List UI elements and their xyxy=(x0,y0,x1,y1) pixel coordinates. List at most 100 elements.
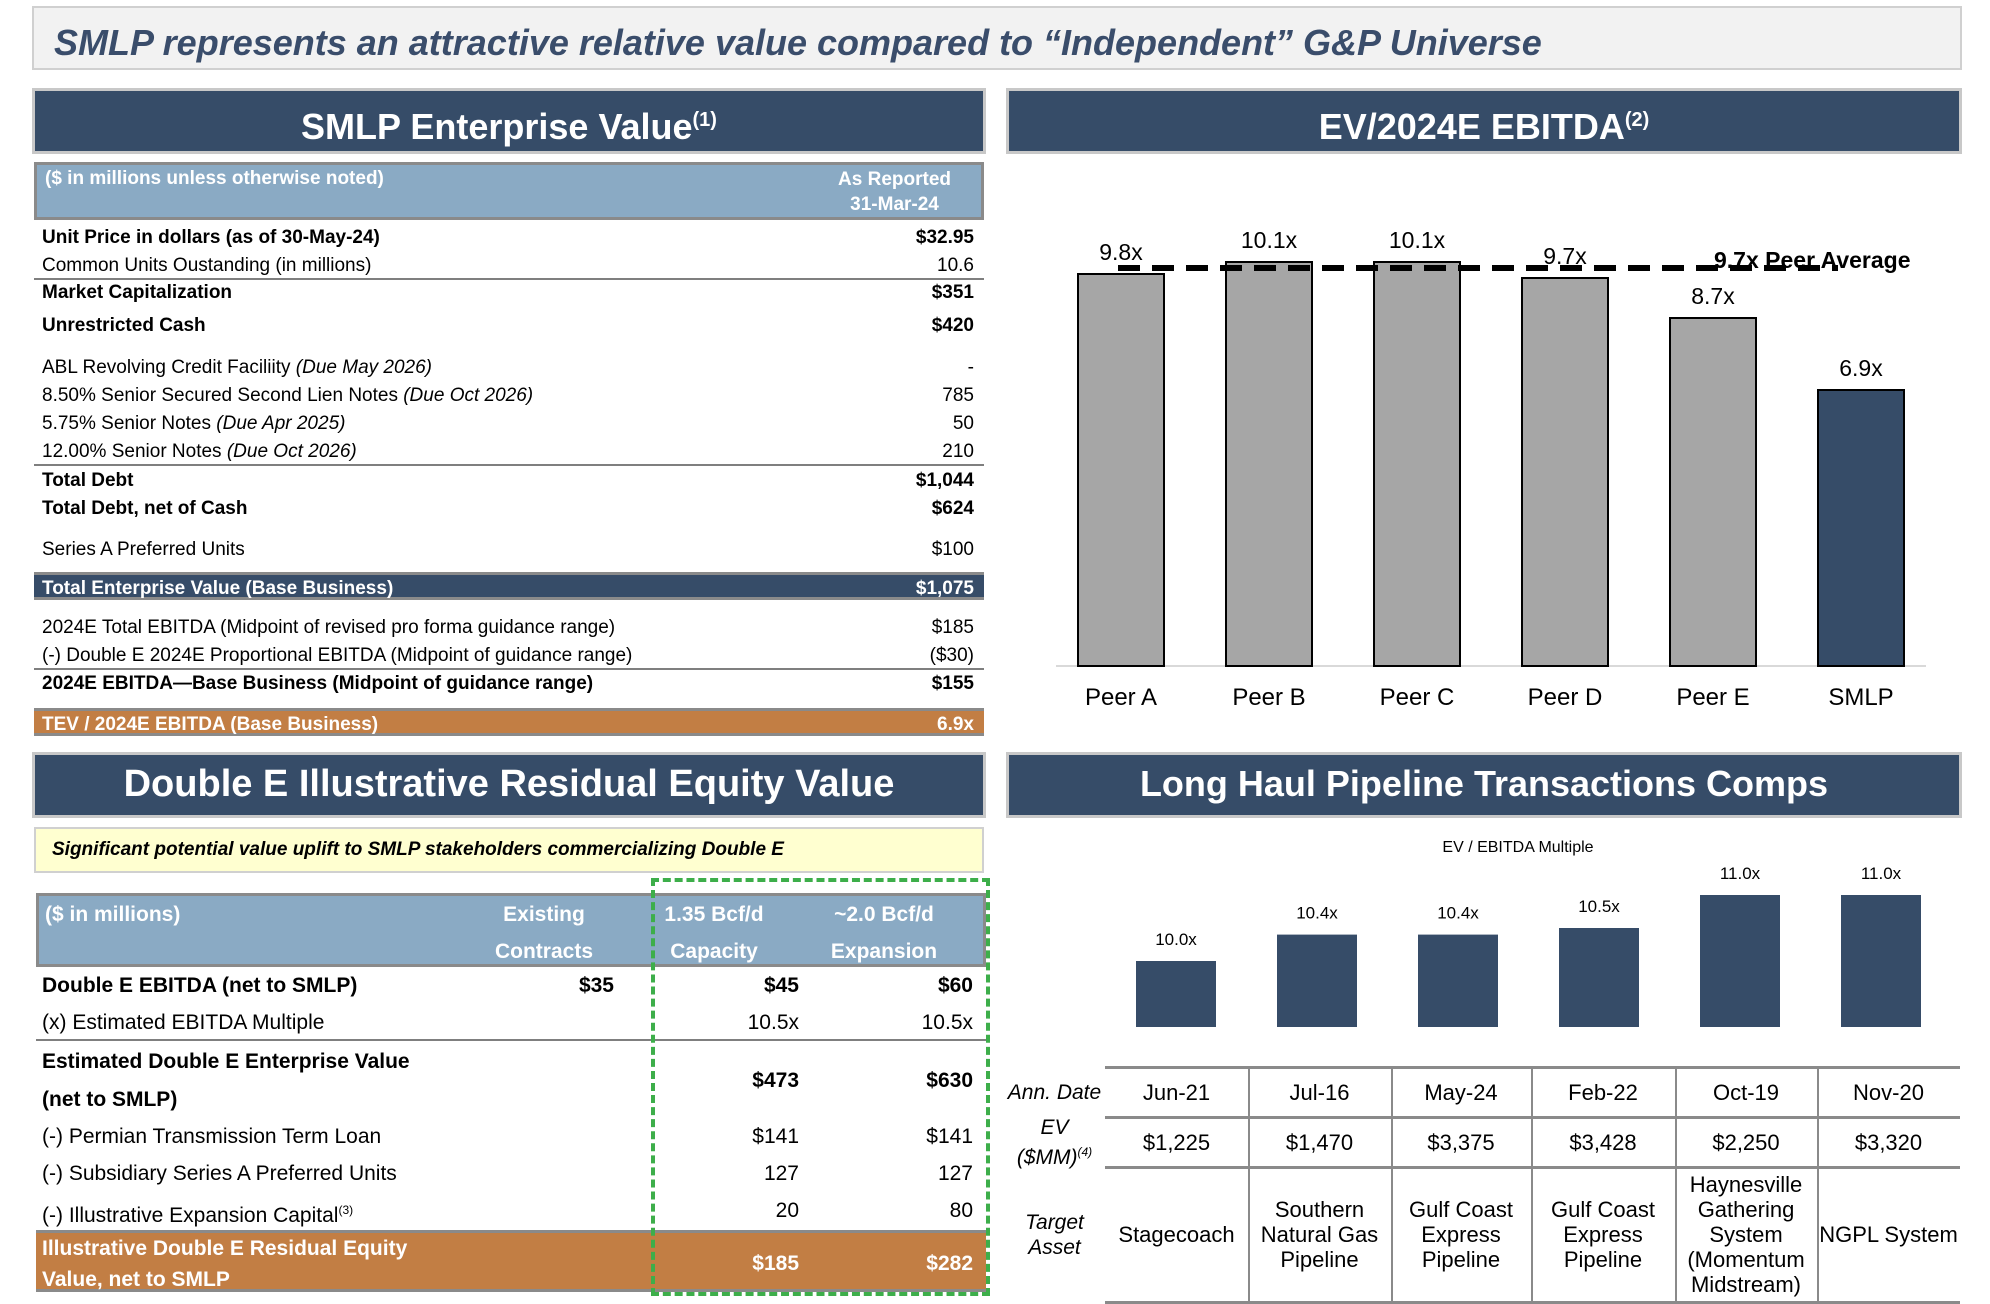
table-row: (-) Illustrative Expansion Capital(3) 20 8… xyxy=(36,1192,986,1229)
data-label: 10.1x xyxy=(1241,227,1298,253)
divider xyxy=(1248,1066,1250,1303)
highlight-box xyxy=(651,878,990,1296)
row-label: (x) Estimated EBITDA Multiple xyxy=(42,1004,324,1041)
row-value: 80 xyxy=(949,1199,973,1222)
asset-line: Stagecoach xyxy=(1118,1222,1235,1247)
asset-line: (Momentum xyxy=(1687,1247,1805,1272)
bar-peer-c xyxy=(1373,261,1461,667)
ev-section-header: SMLP Enterprise Value(1) xyxy=(32,88,986,154)
ev-value: $1,225 xyxy=(1142,1130,1211,1155)
transaction-bar xyxy=(1841,895,1921,1027)
col-head: Existing Contracts xyxy=(449,896,639,970)
table-row: (-) Double E 2024E Proportional EBITDA (… xyxy=(34,642,984,670)
category-label: Peer D xyxy=(1528,684,1603,711)
row-value: $185 xyxy=(931,617,974,638)
row-label: 2024E Total EBITDA (Midpoint of revised … xyxy=(42,617,616,638)
row-header-line: Target xyxy=(1025,1210,1084,1234)
row-value: $100 xyxy=(931,539,974,560)
row-value: 6.9x xyxy=(937,714,974,735)
ev-value: $3,428 xyxy=(1569,1130,1637,1155)
row-label-note: (Due Apr 2025) xyxy=(216,413,346,434)
table-row: 5.75% Senior Notes (Due Apr 2025) 50 xyxy=(34,410,984,438)
transaction-multiple-chart: EV / EBITDA Multiple 10.0x 10.4x 10.4x 10.5x… xyxy=(1136,839,1921,1027)
divider xyxy=(1817,1066,1819,1303)
row-value: $155 xyxy=(931,673,974,694)
table-row: Total Debt, net of Cash $624 xyxy=(34,495,984,523)
asset-line: Pipeline xyxy=(1421,1247,1501,1272)
divider xyxy=(1531,1066,1533,1303)
table-row: TEV / 2024E EBITDA (Base Business) 6.9x xyxy=(34,708,984,736)
row-label: 2024E EBITDA—Base Business (Midpoint of … xyxy=(42,673,594,694)
row-value: - xyxy=(967,357,974,378)
table-row: 2024E EBITDA—Base Business (Midpoint of … xyxy=(34,670,984,698)
double-e-header: Double E Illustrative Residual Equity Va… xyxy=(32,752,986,818)
data-label: 10.4x xyxy=(1437,904,1479,923)
col-head-line: Contracts xyxy=(494,940,594,963)
row-header: Target Asset xyxy=(1002,1168,1107,1301)
callout-box: Significant potential value uplift to SM… xyxy=(34,827,984,873)
row-value: $35 xyxy=(578,974,614,997)
chart-title: EV / EBITDA Multiple xyxy=(1442,839,1593,856)
data-label: 10.5x xyxy=(1578,897,1620,916)
row-label-text: Estimated Double E Enterprise Value xyxy=(42,1050,410,1073)
row-header-line: Asset xyxy=(1028,1235,1081,1259)
row-label: Illustrative Double E Residual Equity Val… xyxy=(42,1233,407,1295)
table-row: 12.00% Senior Notes (Due Oct 2026) 210 xyxy=(34,438,984,466)
target-asset: NGPL System xyxy=(1817,1168,1960,1301)
row-value: $630 xyxy=(926,1069,973,1092)
row-value: 20 xyxy=(775,1199,799,1222)
table-row: Unrestricted Cash $420 xyxy=(34,312,984,340)
data-label: 11.0x xyxy=(1720,864,1761,883)
col-head-line: 1.35 Bcf/d xyxy=(664,903,764,926)
asset-line: Natural Gas xyxy=(1260,1222,1379,1247)
table-row: Total Enterprise Value (Base Business) $1… xyxy=(34,572,984,600)
row-label-text: (-) Subsidiary Series A Preferred Units xyxy=(42,1162,397,1185)
row-label: 5.75% Senior Notes xyxy=(42,413,217,434)
table-row: Common Units Oustanding (in millions) 10.… xyxy=(34,252,984,280)
row-header-line: ($MM)(4) xyxy=(1016,1144,1093,1169)
row-label: Estimated Double E Enterprise Value (net … xyxy=(42,1043,410,1118)
target-asset: Stagecoach xyxy=(1105,1168,1248,1301)
ev-value: $2,250 xyxy=(1712,1130,1780,1155)
row-label-note: (Due Oct 2026) xyxy=(226,441,357,462)
table-header: ($ in millions unless otherwise noted) A… xyxy=(34,162,984,220)
col-head-line: ~2.0 Bcf/d xyxy=(834,903,934,926)
row-value: $1,044 xyxy=(915,470,974,491)
table-header: ($ in millions) Existing Contracts 1.35 Bcf… xyxy=(36,893,986,967)
row-value: $141 xyxy=(926,1125,973,1148)
bar-peer-a xyxy=(1077,273,1165,667)
col-label: ($ in millions) xyxy=(45,903,181,926)
asset-line: Gulf Coast xyxy=(1409,1197,1513,1222)
table-row: Double E EBITDA (net to SMLP) $35 $45 $60 xyxy=(36,967,986,1004)
table-row: Market Capitalization $351 xyxy=(34,279,984,307)
row-label: (-) Illustrative Expansion Capital(3) xyxy=(42,1192,353,1234)
peer-average-label: 9.7x Peer Average xyxy=(1714,247,1911,273)
row-label: 12.00% Senior Notes xyxy=(42,441,227,462)
footnote: (3) xyxy=(338,1203,354,1217)
row-header-line: EV xyxy=(1040,1115,1069,1139)
transaction-bar xyxy=(1136,961,1216,1027)
ev-value: $3,320 xyxy=(1854,1130,1923,1155)
row-value: 10.6 xyxy=(937,255,974,276)
target-asset: Southern Natural Gas Pipeline xyxy=(1248,1168,1391,1301)
row-label: (-) Subsidiary Series A Preferred Units xyxy=(42,1155,397,1192)
table-row: (x) Estimated EBITDA Multiple 10.5x 10.5x xyxy=(36,1004,986,1041)
row-value: 10.5x xyxy=(747,1011,799,1034)
row-label-text: (-) Illustrative Expansion Capital xyxy=(42,1204,339,1227)
asset-line: NGPL System xyxy=(1819,1222,1958,1247)
col-head-line: Capacity xyxy=(670,940,758,963)
row-value: 210 xyxy=(942,441,974,462)
col-label: ($ in millions unless otherwise noted) xyxy=(45,168,384,189)
target-asset: Haynesville Gathering System (Momentum Midst… xyxy=(1675,1168,1817,1301)
ann-date: Jul-16 xyxy=(1289,1080,1350,1105)
double-e-table: ($ in millions) Existing Contracts 1.35 Bcf… xyxy=(36,893,986,1293)
row-value: $624 xyxy=(931,498,974,519)
asset-line: Gathering xyxy=(1697,1197,1795,1222)
row-header: EV ($MM)(4) xyxy=(1002,1115,1107,1169)
col-head: 1.35 Bcf/d Capacity xyxy=(619,896,809,970)
row-label-note: (Due May 2026) xyxy=(295,357,433,378)
row-header-line: Ann. Date xyxy=(1007,1080,1102,1104)
ev-ebitda-chart: 9.8x Peer A 10.1x Peer B 10.1x Peer C 9.7x Peer… xyxy=(1056,227,1926,711)
ev-chart-heading: EV/2024E EBITDA xyxy=(1318,106,1625,147)
data-label: 6.9x xyxy=(1839,355,1883,381)
